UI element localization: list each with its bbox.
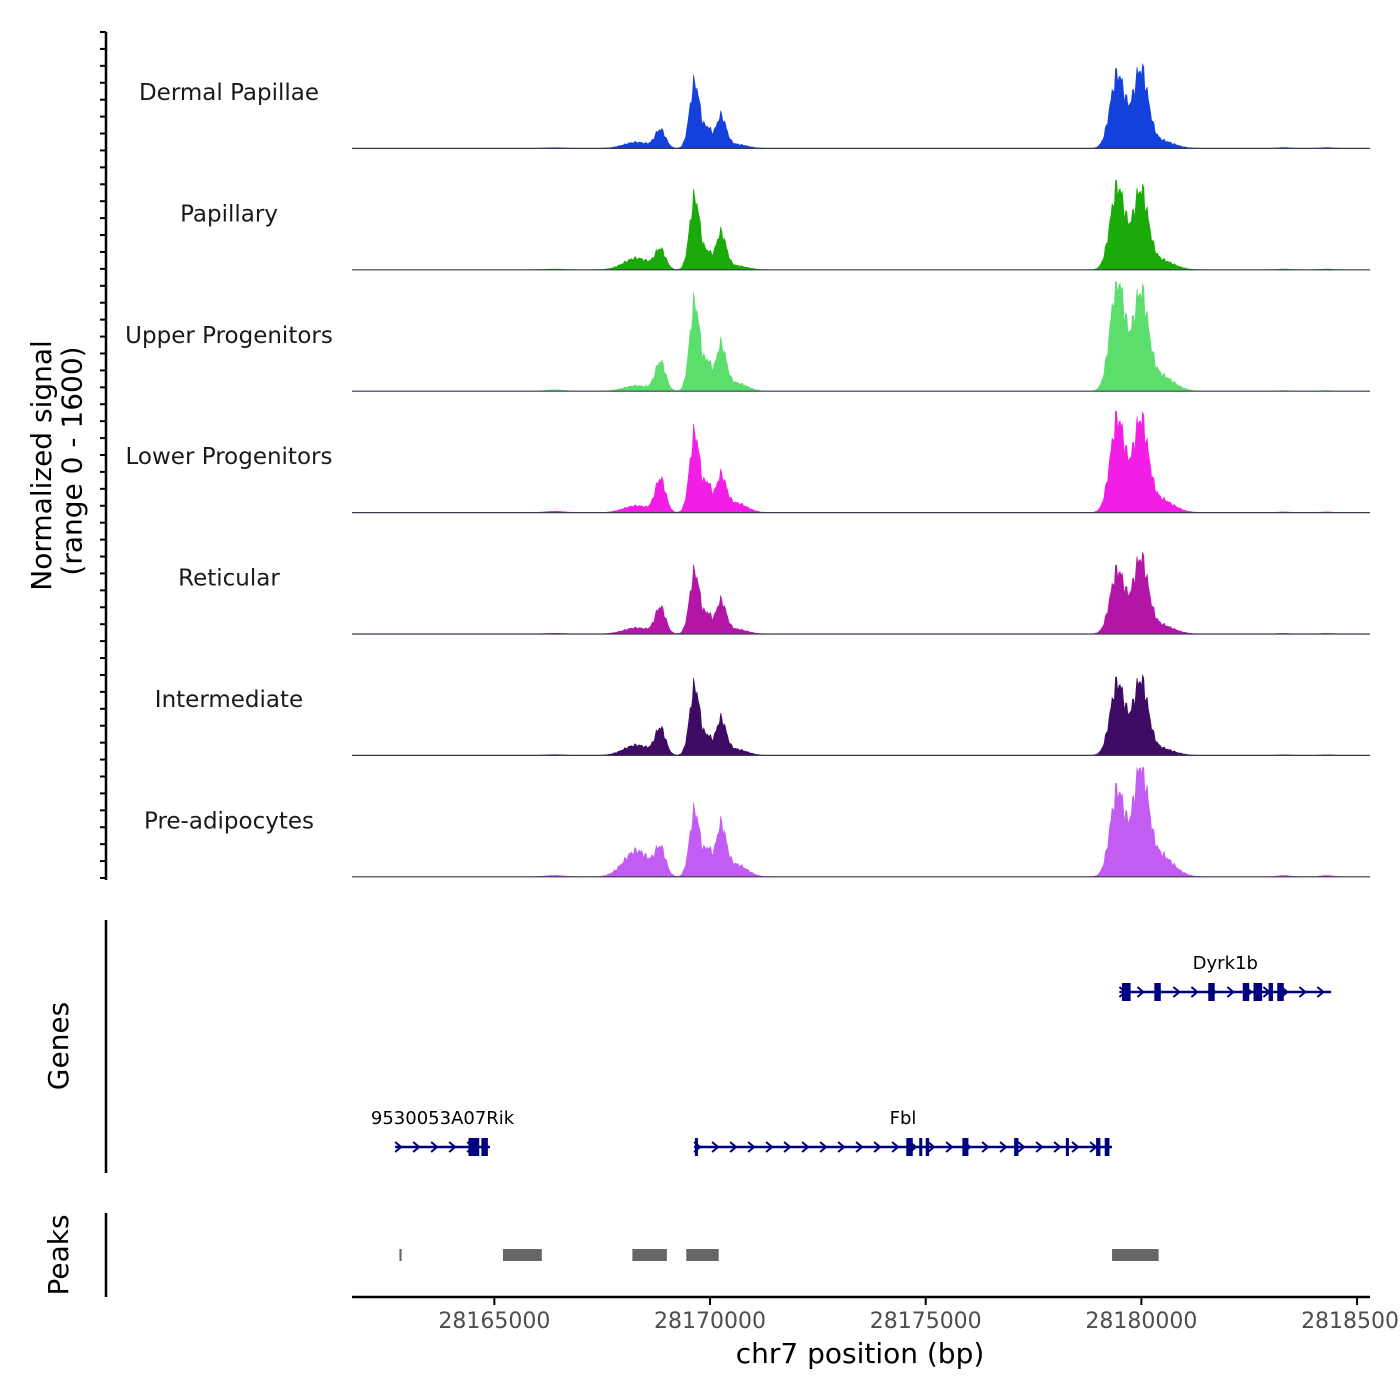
gene-exon xyxy=(694,1138,698,1156)
gene-exon xyxy=(1154,983,1161,1001)
x-tick-label: 28170000 xyxy=(654,1309,766,1334)
x-tick-label: 28175000 xyxy=(870,1309,982,1334)
gene-exon xyxy=(1014,1138,1019,1156)
strand-arrow xyxy=(765,1141,774,1153)
peak-region xyxy=(1112,1249,1159,1261)
peak-region xyxy=(502,1249,542,1261)
strand-arrow xyxy=(891,1141,900,1153)
gene-label: Dyrk1b xyxy=(1193,953,1258,974)
strand-arrow xyxy=(783,1141,792,1153)
track-label: Upper Progenitors xyxy=(125,323,333,349)
strand-arrow xyxy=(1298,986,1307,998)
gene-exon xyxy=(1242,983,1250,1001)
track-reticular: Reticular xyxy=(178,552,1370,635)
gene-exon xyxy=(468,1138,480,1156)
strand-arrow xyxy=(1053,1141,1062,1153)
gene-exon xyxy=(1253,983,1263,1001)
gene-9530053a07rik: 9530053A07Rik xyxy=(371,1108,515,1156)
coverage-tracks: Dermal Papillae Papillary Upper Progenitor… xyxy=(125,63,1370,878)
peak-regions xyxy=(399,1249,1159,1261)
track-dermal-papillae: Dermal Papillae xyxy=(139,63,1370,149)
track-label: Lower Progenitors xyxy=(126,444,333,470)
y-axis-title-line-2: (range 0 - 1600) xyxy=(56,346,89,575)
gene-fbl: Fbl xyxy=(693,1108,1113,1156)
strand-arrow xyxy=(1136,986,1145,998)
strand-arrow xyxy=(837,1141,846,1153)
gene-exon xyxy=(481,1138,488,1156)
strand-arrow xyxy=(999,1141,1008,1153)
strand-arrow xyxy=(747,1141,756,1153)
strand-arrow xyxy=(801,1141,810,1153)
gene-exon xyxy=(919,1138,923,1156)
x-tick-label: 28165000 xyxy=(438,1309,550,1334)
gene-exon xyxy=(1121,983,1131,1001)
gene-exon xyxy=(1104,1138,1110,1156)
coverage-axis xyxy=(100,31,108,880)
strand-arrow xyxy=(711,1141,720,1153)
strand-arrow xyxy=(394,1141,403,1153)
x-tick-label: 28185000 xyxy=(1301,1309,1400,1334)
genes-panel-title: Genes xyxy=(42,1002,75,1090)
strand-arrow xyxy=(981,1141,990,1153)
strand-arrow xyxy=(412,1141,421,1153)
signal-area xyxy=(352,179,1370,271)
strand-arrow xyxy=(1089,1141,1098,1153)
track-upper-progenitors: Upper Progenitors xyxy=(125,281,1370,392)
strand-arrow xyxy=(1226,986,1235,998)
strand-arrow xyxy=(448,1141,457,1153)
gene-exon xyxy=(962,1138,969,1156)
strand-arrow xyxy=(819,1141,828,1153)
signal-area xyxy=(352,281,1370,392)
gene-exon xyxy=(925,1138,930,1156)
gene-exon xyxy=(906,1138,913,1156)
gene-exon xyxy=(1268,983,1273,1001)
y-axis-title-line-1: Normalized signal xyxy=(25,340,58,591)
track-label: Intermediate xyxy=(155,687,303,713)
gene-exon xyxy=(1277,983,1284,1001)
peaks-panel-title: Peaks xyxy=(42,1214,75,1295)
peak-region xyxy=(399,1249,402,1261)
strand-arrow xyxy=(1190,986,1199,998)
strand-arrow xyxy=(1071,1141,1080,1153)
strand-arrow xyxy=(1035,1141,1044,1153)
track-label: Dermal Papillae xyxy=(139,80,319,106)
signal-area xyxy=(352,674,1370,756)
strand-arrow xyxy=(945,1141,954,1153)
gene-exon xyxy=(1065,1138,1069,1156)
track-lower-progenitors: Lower Progenitors xyxy=(126,410,1370,514)
strand-arrow xyxy=(1017,1141,1026,1153)
gene-label: 9530053A07Rik xyxy=(371,1108,515,1129)
track-label: Reticular xyxy=(178,566,280,592)
signal-area xyxy=(352,63,1370,149)
gene-label: Fbl xyxy=(890,1108,917,1129)
x-axis: 28165000 28170000 28175000 28180000 28185000 xyxy=(352,1295,1400,1334)
signal-area xyxy=(352,767,1370,878)
signal-area xyxy=(352,410,1370,513)
track-intermediate: Intermediate xyxy=(155,674,1370,757)
gene-annotations: 9530053A07Rik Fbl Dyrk1b xyxy=(371,953,1332,1156)
track-pre-adipocytes: Pre-adipocytes xyxy=(144,767,1370,878)
track-label: Pre-adipocytes xyxy=(144,808,314,834)
x-tick-label: 28180000 xyxy=(1085,1309,1197,1334)
strand-arrow xyxy=(927,1141,936,1153)
gene-exon xyxy=(1208,983,1215,1001)
strand-arrow xyxy=(855,1141,864,1153)
strand-arrow xyxy=(1172,986,1181,998)
gene-exon xyxy=(1096,1138,1101,1156)
strand-arrow xyxy=(729,1141,738,1153)
gene-dyrk1b: Dyrk1b xyxy=(1118,953,1332,1001)
strand-arrow xyxy=(1316,986,1325,998)
signal-area xyxy=(352,552,1370,635)
peak-region xyxy=(686,1249,719,1261)
y-axis-title: Normalized signal (range 0 - 1600) xyxy=(25,331,89,590)
track-label: Papillary xyxy=(180,201,278,227)
peak-region xyxy=(632,1249,667,1261)
x-axis-title: chr7 position (bp) xyxy=(736,1337,985,1370)
track-papillary: Papillary xyxy=(180,179,1370,271)
strand-arrow xyxy=(873,1141,882,1153)
strand-arrow xyxy=(430,1141,439,1153)
